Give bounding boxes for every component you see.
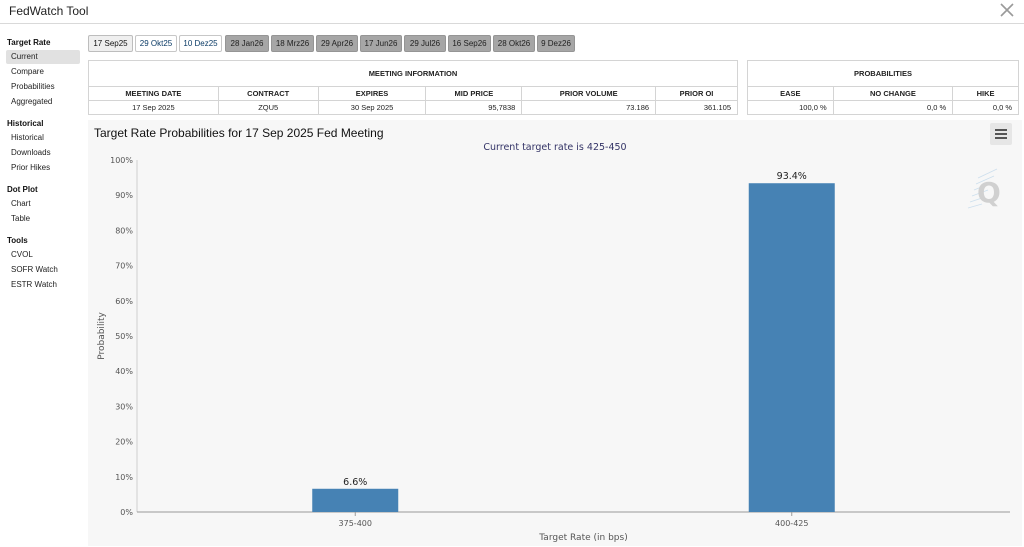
sidebar-item-probabilities[interactable]: Probabilities	[11, 82, 55, 91]
probabilities-table: PROBABILITIES EASE NO CHANGE HIKE 100,0 …	[747, 60, 1019, 115]
meeting-info-header: MEETING INFORMATION	[88, 60, 738, 87]
tab-16-sep26[interactable]: 16 Sep26	[448, 35, 491, 52]
sidebar-item-current[interactable]: Current	[6, 50, 80, 64]
hamburger-menu-icon-line	[995, 137, 1007, 139]
sidebar-item-historical[interactable]: Historical	[11, 133, 44, 142]
meeting-info-table: MEETING INFORMATION MEETING DATE CONTRAC…	[88, 60, 738, 115]
app-title: FedWatch Tool	[9, 4, 89, 18]
bar	[312, 488, 399, 512]
cell-mid-price: 95,7838	[425, 100, 523, 115]
y-tick-label: 80%	[115, 226, 133, 235]
cell-hike: 0,0 %	[952, 100, 1019, 115]
col-contract: CONTRACT	[217, 86, 319, 101]
sidebar-section-title: Target Rate	[7, 38, 51, 47]
title-bar: FedWatch Tool	[0, 0, 1024, 24]
chart-subtitle: Current target rate is 425-450	[483, 142, 627, 153]
col-prior-volume: PRIOR VOLUME	[521, 86, 657, 101]
x-axis-label: Target Rate (in bps)	[538, 533, 627, 543]
y-tick-label: 40%	[115, 367, 133, 376]
tab-18-mrz26[interactable]: 18 Mrz26	[271, 35, 314, 52]
sidebar-item-aggregated[interactable]: Aggregated	[11, 97, 53, 106]
sidebar-section-title: Historical	[7, 119, 44, 128]
cell-prior-oi: 361.105	[655, 100, 738, 115]
sidebar-item-estr-watch[interactable]: ESTR Watch	[11, 280, 57, 289]
sidebar-item-downloads[interactable]: Downloads	[11, 148, 51, 157]
cell-contract: ZQU5	[217, 100, 319, 115]
y-tick-label: 10%	[115, 473, 133, 482]
col-mid-price: MID PRICE	[425, 86, 523, 101]
bar-data-label: 93.4%	[777, 171, 807, 182]
tab-28-okt26[interactable]: 28 Okt26	[493, 35, 535, 52]
y-tick-label: 60%	[115, 297, 133, 306]
y-axis-label: Probability	[97, 312, 107, 360]
sidebar-item-cvol[interactable]: CVOL	[11, 250, 33, 259]
tab-17-sep25[interactable]: 17 Sep25	[88, 35, 133, 52]
sidebar-item-chart[interactable]: Chart	[11, 199, 31, 208]
chart-menu-button[interactable]	[990, 123, 1012, 145]
hamburger-menu-icon-line	[995, 133, 1007, 135]
col-no-change: NO CHANGE	[832, 86, 954, 101]
tab-29-okt25[interactable]: 29 Okt25	[135, 35, 177, 52]
hamburger-menu-icon	[995, 129, 1007, 131]
cell-meeting-date: 17 Sep 2025	[88, 100, 219, 115]
sidebar: Target Rate Current Compare Probabilities Ag…	[6, 36, 80, 292]
x-tick-label: 400-425	[775, 519, 808, 528]
y-tick-label: 30%	[115, 402, 133, 411]
sidebar-item-compare[interactable]: Compare	[11, 67, 44, 76]
chart-title: Target Rate Probabilities for 17 Sep 202…	[94, 126, 384, 140]
probabilities-header: PROBABILITIES	[747, 60, 1019, 87]
svg-text:Q: Q	[977, 176, 1001, 209]
sidebar-section-title: Tools	[7, 236, 28, 245]
y-tick-label: 100%	[110, 156, 133, 165]
chart-panel: 0% 10% 20% 30% 40% 50% 60% 70% 80% 90% 100% Probabi…	[88, 120, 1022, 546]
cell-prior-volume: 73.186	[521, 100, 657, 115]
cell-expires: 30 Sep 2025	[317, 100, 427, 115]
tab-17-jun26[interactable]: 17 Jun26	[360, 35, 402, 52]
cell-ease: 100,0 %	[747, 100, 834, 115]
y-tick-label: 0%	[120, 508, 133, 517]
q-logo-icon: Q	[967, 168, 1001, 209]
y-tick-label: 20%	[115, 438, 133, 447]
col-expires: EXPIRES	[317, 86, 427, 101]
sidebar-item-sofr-watch[interactable]: SOFR Watch	[11, 265, 58, 274]
sidebar-section-title: Dot Plot	[7, 185, 38, 194]
sidebar-item-table[interactable]: Table	[11, 214, 31, 223]
y-tick-label: 90%	[115, 191, 133, 200]
close-icon[interactable]	[998, 1, 1016, 19]
tab-29-apr26[interactable]: 29 Apr26	[316, 35, 358, 52]
bar-chart: 0% 10% 20% 30% 40% 50% 60% 70% 80% 90% 100% Probabi…	[97, 156, 1010, 543]
col-ease: EASE	[747, 86, 834, 101]
bar-data-label: 6.6%	[343, 477, 367, 488]
cell-no-change: 0,0 %	[832, 100, 954, 115]
tab-29-jul26[interactable]: 29 Jul26	[404, 35, 446, 52]
x-tick-label: 375-400	[339, 519, 372, 528]
y-tick-label: 70%	[115, 262, 133, 271]
tab-10-dez25[interactable]: 10 Dez25	[179, 35, 222, 52]
tab-28-jan26[interactable]: 28 Jan26	[225, 35, 269, 52]
col-meeting-date: MEETING DATE	[88, 86, 219, 101]
col-hike: HIKE	[952, 86, 1019, 101]
bar	[748, 183, 835, 512]
y-tick-label: 50%	[115, 332, 133, 341]
sidebar-item-prior-hikes[interactable]: Prior Hikes	[11, 163, 51, 172]
col-prior-oi: PRIOR OI	[655, 86, 738, 101]
tab-9-dez26[interactable]: 9 Dez26	[537, 35, 575, 52]
